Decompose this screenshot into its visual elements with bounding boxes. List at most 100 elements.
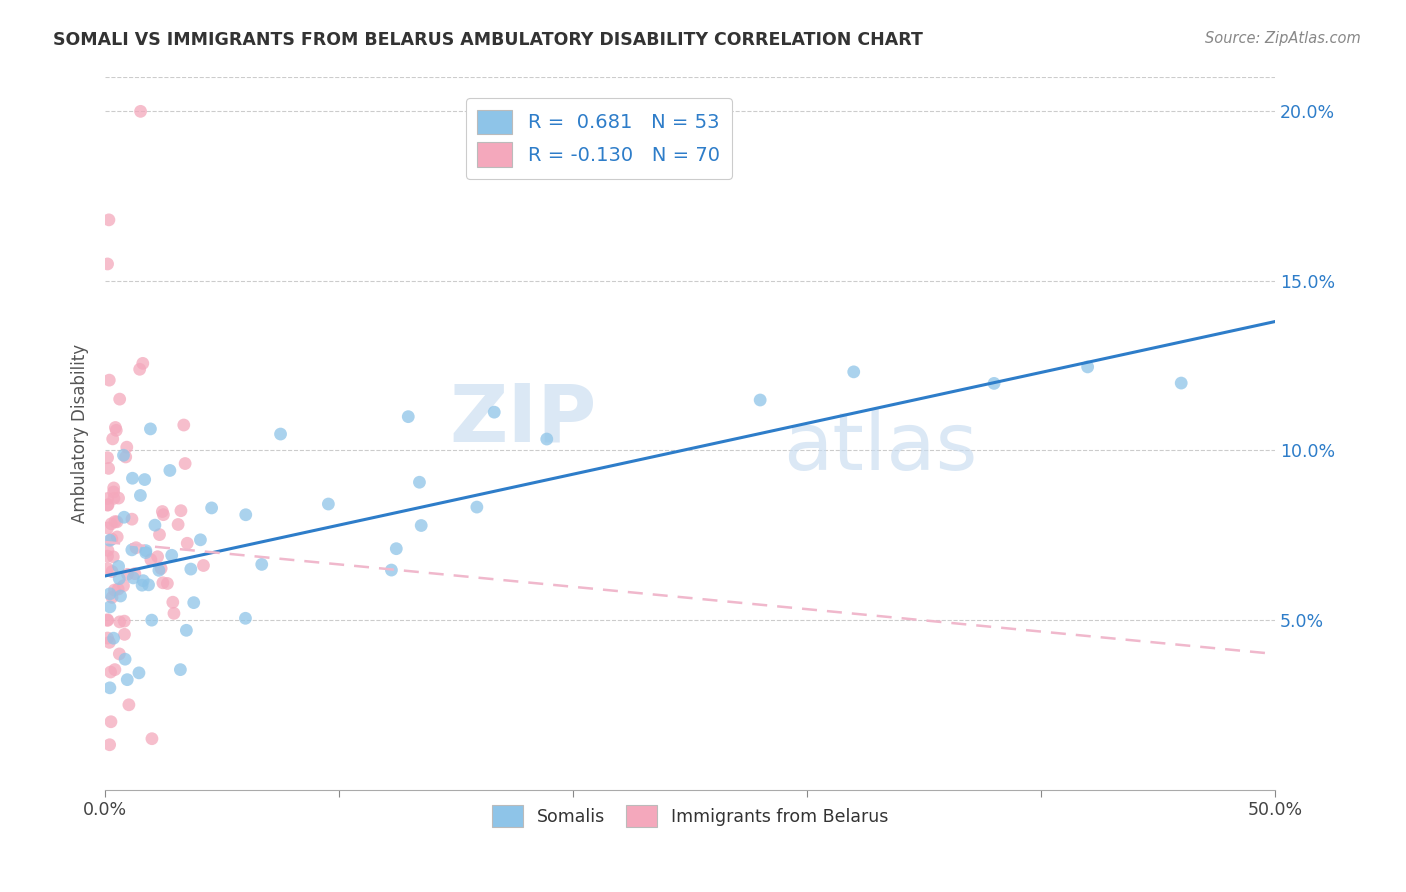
Point (118, 698, 141, 712)
Point (108, 392, 131, 406)
Point (235, 611, 257, 625)
Point (107, 491, 129, 505)
Point (160, 549, 183, 563)
Point (108, 572, 131, 586)
Point (150, 561, 173, 575)
Point (183, 596, 205, 610)
Point (983, 376, 1005, 391)
Point (105, 515, 128, 529)
Point (159, 463, 181, 477)
Point (411, 518, 433, 533)
Point (100, 516, 122, 531)
Text: SOMALI VS IMMIGRANTS FROM BELARUS AMBULATORY DISABILITY CORRELATION CHART: SOMALI VS IMMIGRANTS FROM BELARUS AMBULA… (53, 31, 924, 49)
Point (193, 558, 215, 573)
Point (96, 498, 118, 512)
Point (152, 575, 174, 590)
Point (180, 562, 202, 576)
Point (131, 578, 153, 592)
Point (148, 563, 170, 577)
Point (96, 561, 118, 575)
Point (396, 409, 419, 424)
Point (128, 665, 150, 680)
Point (98, 599, 121, 614)
Point (108, 647, 131, 661)
Point (107, 582, 129, 596)
Point (170, 504, 193, 518)
Point (103, 481, 125, 495)
Point (103, 491, 125, 506)
Legend: Somalis, Immigrants from Belarus: Somalis, Immigrants from Belarus (485, 798, 896, 834)
Point (121, 471, 143, 485)
Point (135, 546, 157, 560)
Point (96, 450, 118, 465)
Point (318, 497, 340, 511)
Point (122, 571, 145, 585)
Point (156, 576, 179, 591)
Point (112, 510, 135, 524)
Point (176, 536, 198, 550)
Point (96, 613, 118, 627)
Point (842, 365, 865, 379)
Point (141, 731, 163, 746)
Point (108, 615, 131, 629)
Point (101, 432, 124, 446)
Point (115, 440, 138, 454)
Point (98, 681, 121, 695)
Point (173, 417, 195, 432)
Point (98, 635, 121, 649)
Point (96, 614, 118, 628)
Point (104, 515, 127, 529)
Text: atlas: atlas (783, 409, 979, 487)
Point (190, 533, 212, 547)
Point (97, 212, 120, 227)
Point (112, 579, 135, 593)
Point (110, 589, 132, 603)
Point (536, 432, 558, 446)
Point (163, 607, 186, 621)
Point (117, 567, 139, 582)
Y-axis label: Ambulatory Disability: Ambulatory Disability (72, 344, 89, 523)
Point (96, 521, 118, 535)
Point (408, 475, 430, 490)
Point (112, 448, 135, 462)
Point (143, 518, 166, 533)
Point (129, 488, 152, 502)
Point (114, 450, 136, 464)
Point (174, 457, 197, 471)
Point (141, 613, 163, 627)
Point (152, 508, 174, 522)
Point (104, 420, 127, 434)
Point (1077, 359, 1099, 374)
Point (100, 714, 122, 729)
Point (100, 665, 122, 679)
Point (132, 356, 155, 370)
Point (138, 578, 160, 592)
Point (96, 491, 118, 506)
Point (121, 512, 143, 526)
Point (98, 373, 121, 387)
Point (124, 566, 146, 581)
Point (132, 574, 155, 588)
Point (1170, 376, 1192, 390)
Text: Source: ZipAtlas.com: Source: ZipAtlas.com (1205, 31, 1361, 46)
Point (117, 673, 139, 687)
Point (98, 738, 121, 752)
Point (484, 405, 506, 419)
Point (96, 549, 118, 563)
Point (107, 559, 129, 574)
Point (139, 422, 162, 436)
Point (169, 663, 191, 677)
Point (176, 624, 198, 638)
Point (167, 517, 190, 532)
Point (103, 631, 125, 645)
Point (146, 549, 169, 564)
Point (105, 423, 128, 437)
Point (101, 532, 124, 546)
Point (129, 104, 152, 119)
Point (97, 543, 120, 558)
Point (112, 614, 135, 628)
Point (97, 498, 120, 512)
Point (103, 485, 125, 500)
Point (103, 549, 125, 564)
Point (97, 461, 120, 475)
